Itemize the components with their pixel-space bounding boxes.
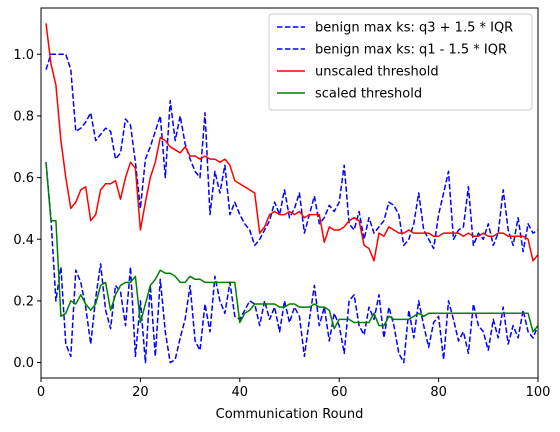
legend-label-2: benign max ks: q1 - 1.5 * IQR xyxy=(315,43,507,58)
plot-area-frame xyxy=(40,7,539,379)
y-axis: 0.0 0.2 0.4 0.6 0.8 1.0 xyxy=(13,48,41,371)
y-tick-label: 0.8 xyxy=(13,109,34,124)
series-line-4 xyxy=(45,162,538,333)
x-tick-label: 60 xyxy=(331,385,348,400)
y-tick-label: 1.0 xyxy=(13,48,34,63)
x-tick-label: 40 xyxy=(232,385,249,400)
legend-label-1: benign max ks: q3 + 1.5 * IQR xyxy=(315,21,513,36)
y-tick-label: 0.4 xyxy=(13,233,34,248)
y-tick-label: 0.2 xyxy=(13,294,34,309)
legend-label-4: scaled threshold xyxy=(315,87,422,102)
x-axis-label: Communication Round xyxy=(216,407,364,422)
x-axis: 0 20 40 60 80 100 xyxy=(37,378,551,400)
x-tick-label: 20 xyxy=(132,385,149,400)
series-line-3 xyxy=(45,23,538,262)
y-tick-label: 0.6 xyxy=(13,171,34,186)
x-tick-label: 80 xyxy=(430,385,447,400)
legend: benign max ks: q3 + 1.5 * IQR benign max … xyxy=(268,13,533,111)
y-tick-label: 0.0 xyxy=(13,356,34,371)
legend-label-3: unscaled threshold xyxy=(315,65,439,80)
x-tick-label: 0 xyxy=(37,385,45,400)
legend-box xyxy=(268,13,533,111)
x-tick-label: 100 xyxy=(526,385,551,400)
series-line-2 xyxy=(45,162,538,364)
series-layer xyxy=(45,23,538,364)
